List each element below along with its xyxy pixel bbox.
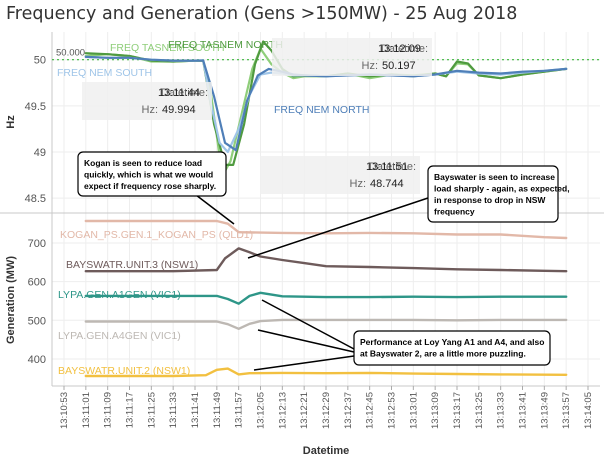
- callout-bayswater-line: frequency: [434, 207, 475, 217]
- callout-lypa-line: at Bayswater 2, are a little more puzzli…: [360, 349, 526, 359]
- tooltip-2-hz-label: Hz:: [142, 104, 159, 116]
- gen-series-1: [84, 247, 568, 273]
- tooltip-1-hz-label: Hz:: [362, 60, 379, 72]
- mw-axis-tick-label: 500: [28, 315, 46, 327]
- callout-bayswater-line: Bayswater is seen to increase: [434, 172, 555, 182]
- freq-series-label-1: FREQ TASNEM NORTH: [168, 39, 283, 51]
- freq-series-label-2: FREQ NEM SOUTH: [57, 67, 152, 79]
- tooltip-3-hz: 48.744: [370, 178, 404, 190]
- callout-lypa-leader-2: [257, 329, 355, 353]
- tooltip-1-box: [272, 38, 432, 76]
- x-tick-label: 13:11:01: [81, 392, 92, 428]
- callout-bayswater-leader: [247, 197, 429, 259]
- callout-kogan-box: [77, 151, 227, 197]
- x-tick-label: 13:11:33: [168, 392, 179, 428]
- callout-bayswater-line: load sharply - again, as expected,: [434, 184, 570, 194]
- freq-series-label-3: FREQ NEM NORTH: [274, 104, 369, 116]
- x-tick-label: 13:10:53: [59, 392, 70, 429]
- tooltip-2-hz: 49.994: [162, 104, 196, 116]
- callout-kogan-line: Kogan is seen to reduce load: [84, 158, 202, 168]
- x-tick-label: 13:12:29: [321, 392, 332, 429]
- gen-series-label-0: KOGAN_PS.GEN.1_KOGAN_PS (QLD1): [60, 229, 253, 241]
- freq-series-label-0: FREQ TASNEM SOUTH: [110, 42, 225, 54]
- mw-axis-tick-label: 400: [28, 354, 46, 366]
- x-tick-label: 13:12:13: [277, 392, 288, 429]
- gen-series-label-4: BAYSWATR.UNIT.2 (NSW1): [58, 365, 190, 377]
- callout-lypa-line: Performance at Loy Yang A1 and A4, and a…: [360, 337, 544, 347]
- x-tick-label: 13:13:33: [496, 392, 507, 429]
- x-tick-label: 13:14:05: [583, 392, 594, 429]
- gen-series-label-1: BAYSWATR.UNIT.3 (NSW1): [66, 259, 198, 271]
- tooltip-3-hz-label: Hz:: [350, 178, 367, 190]
- hz-axis-tick-label: 49: [34, 147, 46, 159]
- gen-series-3: [84, 318, 568, 330]
- callout-lypa-leader: [261, 299, 355, 350]
- callout-kogan-line: quickly, which is what we would: [84, 170, 213, 180]
- reference-line-label: 50.000: [56, 48, 85, 59]
- tooltip-1-time-label: Datetime:: [381, 43, 428, 55]
- callout-bayswater-line: in response to drop in NSW: [434, 195, 546, 205]
- gen-series-0: [84, 219, 568, 240]
- x-tick-label: 13:12:53: [387, 392, 398, 429]
- mw-axis-title: Generation (MW): [5, 256, 17, 344]
- x-axis-title: Datetime: [303, 445, 349, 457]
- mw-axis-tick-label: 700: [28, 238, 46, 250]
- gen-series-label-2: LYPA.GEN.A1GEN (VIC1): [58, 289, 181, 301]
- x-tick-label: 13:13:49: [539, 392, 550, 429]
- x-tick-label: 13:12:21: [299, 392, 310, 429]
- callout-kogan-leader: [195, 194, 235, 225]
- tooltip-2-time-label: Datetime:: [161, 87, 208, 99]
- tooltip-1-hz: 50.197: [382, 60, 416, 72]
- x-tick-label: 13:11:57: [234, 392, 245, 428]
- hz-axis-tick-label: 49.5: [25, 101, 46, 113]
- x-tick-label: 13:12:37: [343, 392, 354, 429]
- callout-kogan-line: expect if frequency rose sharply.: [84, 181, 216, 191]
- gen-series-4: [84, 367, 568, 378]
- x-tick-label: 13:13:17: [452, 392, 463, 429]
- chart-title: Frequency and Generation (Gens >150MW) -…: [6, 4, 518, 24]
- x-tick-label: 13:11:17: [125, 392, 136, 428]
- x-tick-label: 13:13:41: [518, 392, 529, 429]
- mw-axis-tick-label: 600: [28, 277, 46, 289]
- tooltip-2-box: [82, 82, 212, 120]
- x-tick-label: 13:13:57: [561, 392, 572, 429]
- gen-series-label-3: LYPA.GEN.A4GEN (VIC1): [58, 330, 181, 342]
- x-tick-label: 13:13:09: [430, 392, 441, 429]
- x-tick-label: 13:13:01: [408, 392, 419, 429]
- x-tick-label: 13:11:09: [103, 392, 114, 428]
- tooltip-3-time: 13:11:51: [366, 161, 408, 173]
- gen-series-2: [84, 291, 568, 305]
- tooltip-3-box: [260, 156, 420, 194]
- x-tick-label: 13:11:25: [146, 392, 157, 428]
- callout-bayswater-box: [427, 165, 559, 223]
- hz-axis-tick-label: 50: [34, 55, 46, 67]
- hz-axis-title: Hz: [5, 115, 17, 129]
- tooltip-1-time: 13:12:09: [378, 43, 421, 55]
- hz-axis-tick-label: 48.5: [25, 193, 46, 205]
- callout-lypa-leader-3: [253, 355, 355, 371]
- x-tick-label: 13:11:49: [212, 392, 223, 428]
- tooltip-3-time-label: Datetime:: [369, 161, 416, 173]
- x-tick-label: 13:12:05: [256, 392, 267, 429]
- x-tick-label: 13:12:45: [365, 392, 376, 429]
- tooltip-2-time: 13:11:44: [158, 87, 200, 99]
- x-tick-label: 13:13:25: [474, 392, 485, 429]
- callout-lypa-box: [353, 330, 551, 366]
- x-tick-label: 13:11:41: [190, 392, 201, 428]
